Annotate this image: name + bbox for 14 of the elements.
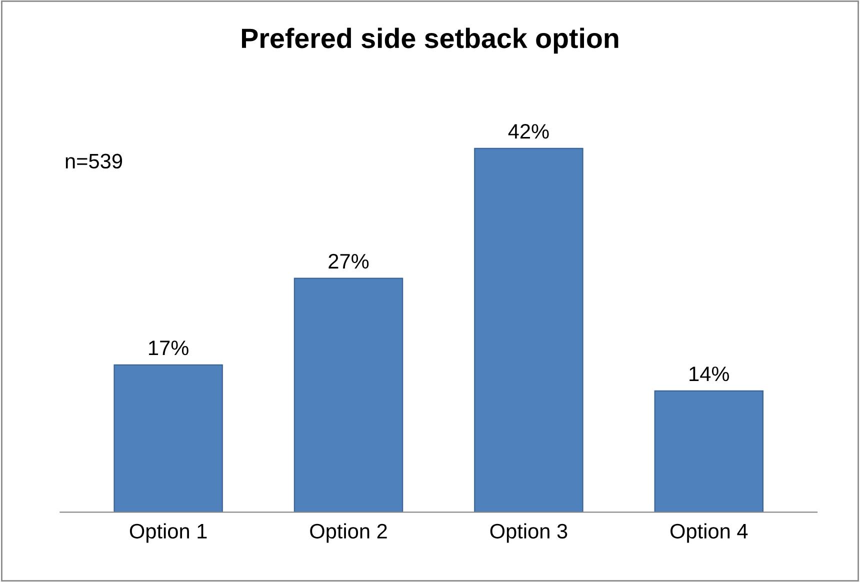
chart-title: Prefered side setback option: [242, 28, 618, 54]
annotation: n=539: [66, 154, 122, 169]
data-label: 14%: [690, 366, 729, 382]
x-tick-label: Option 3: [490, 523, 568, 543]
data-label: 17%: [149, 340, 188, 356]
bar: [294, 278, 404, 512]
bar: [114, 364, 223, 512]
x-tick-label: Option 1: [130, 523, 207, 543]
bar: [474, 148, 584, 512]
x-tick-label: Option 4: [670, 523, 748, 543]
bar: [654, 390, 764, 512]
data-label: 42%: [508, 124, 549, 139]
data-label: 27%: [328, 254, 369, 269]
x-tick-label: Option 2: [310, 523, 387, 543]
